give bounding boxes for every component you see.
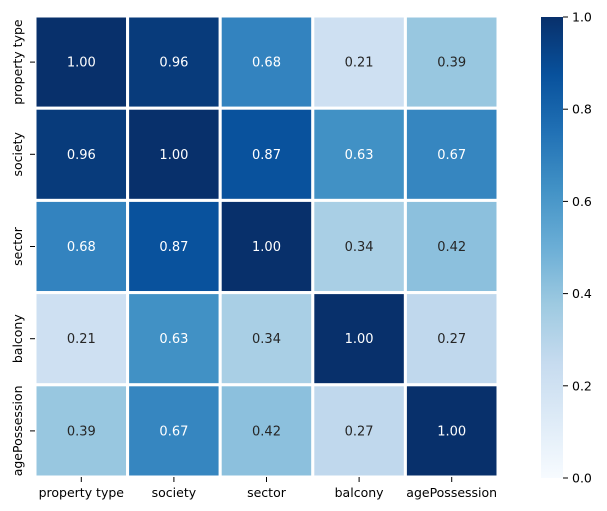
x-tick-label: agePossession — [406, 485, 497, 500]
cell-value-label: 0.27 — [437, 332, 466, 347]
colorbar-tick-label: 0.8 — [572, 102, 592, 117]
cell-value-label: 0.68 — [67, 240, 96, 255]
cell-value-label: 0.63 — [345, 148, 374, 163]
cell-value-label: 0.34 — [252, 332, 281, 347]
y-tick-label: sector — [10, 226, 25, 266]
heatmap-cells: 1.00 0.96 0.68 0.21 0.39 0.96 1.00 0.87 0.63 0.67… — [33, 14, 500, 479]
y-tick-label: balcony — [10, 314, 25, 364]
x-axis-tick-labels: property type society sector balcony agePoss… — [39, 477, 497, 500]
colorbar-tick-label: 1.0 — [572, 10, 592, 25]
cell-value-label: 0.42 — [437, 240, 466, 255]
x-tick-label: sector — [247, 485, 287, 500]
cell-value-label: 1.00 — [437, 424, 466, 439]
cell-value-label: 0.67 — [159, 424, 188, 439]
cell-value-label: 1.00 — [159, 148, 188, 163]
cell-value-label: 1.00 — [67, 56, 96, 71]
cell-value-label: 0.87 — [159, 240, 188, 255]
cell-value-label: 0.63 — [159, 332, 188, 347]
cell-value-label: 0.87 — [252, 148, 281, 163]
colorbar-tick-label: 0.0 — [572, 471, 592, 486]
colorbar: 0.0 0.2 0.4 0.6 0.8 1.0 — [541, 10, 592, 486]
y-axis-tick-labels: property type society sector balcony agePoss… — [10, 19, 35, 476]
cell-value-label: 0.39 — [67, 424, 96, 439]
colorbar-tick-label: 0.2 — [572, 378, 592, 393]
colorbar-tick-label: 0.6 — [572, 194, 592, 209]
colorbar-tick-label: 0.4 — [572, 286, 592, 301]
cell-value-label: 0.27 — [345, 424, 374, 439]
cell-value-label: 0.34 — [345, 240, 374, 255]
cell-value-label: 0.42 — [252, 424, 281, 439]
cell-value-label: 0.39 — [437, 56, 466, 71]
cell-value-label: 0.96 — [159, 56, 188, 71]
cell-value-label: 0.21 — [67, 332, 96, 347]
cell-value-label: 1.00 — [345, 332, 374, 347]
cell-value-label: 0.96 — [67, 148, 96, 163]
heatmap-cell — [218, 106, 315, 202]
cell-value-label: 1.00 — [252, 240, 281, 255]
heatmap-cell — [311, 291, 407, 387]
colorbar-gradient — [541, 17, 563, 478]
heatmap-cell — [403, 106, 500, 202]
heatmap-cell — [126, 14, 222, 110]
x-tick-label: property type — [39, 485, 125, 500]
cell-value-label: 0.21 — [345, 56, 374, 71]
heatmap-cell — [126, 198, 222, 295]
x-tick-label: balcony — [335, 485, 385, 500]
y-tick-label: property type — [10, 19, 25, 105]
y-tick-label: society — [10, 131, 25, 176]
heatmap-cell — [403, 291, 500, 387]
cell-value-label: 0.67 — [437, 148, 466, 163]
cell-value-label: 0.68 — [252, 56, 281, 71]
heatmap-cell — [311, 198, 407, 295]
heatmap-cell — [126, 383, 222, 479]
y-tick-label: agePossession — [10, 385, 25, 476]
heatmap-cell — [126, 291, 222, 387]
heatmap-cell — [218, 383, 315, 479]
x-tick-label: society — [152, 485, 197, 500]
